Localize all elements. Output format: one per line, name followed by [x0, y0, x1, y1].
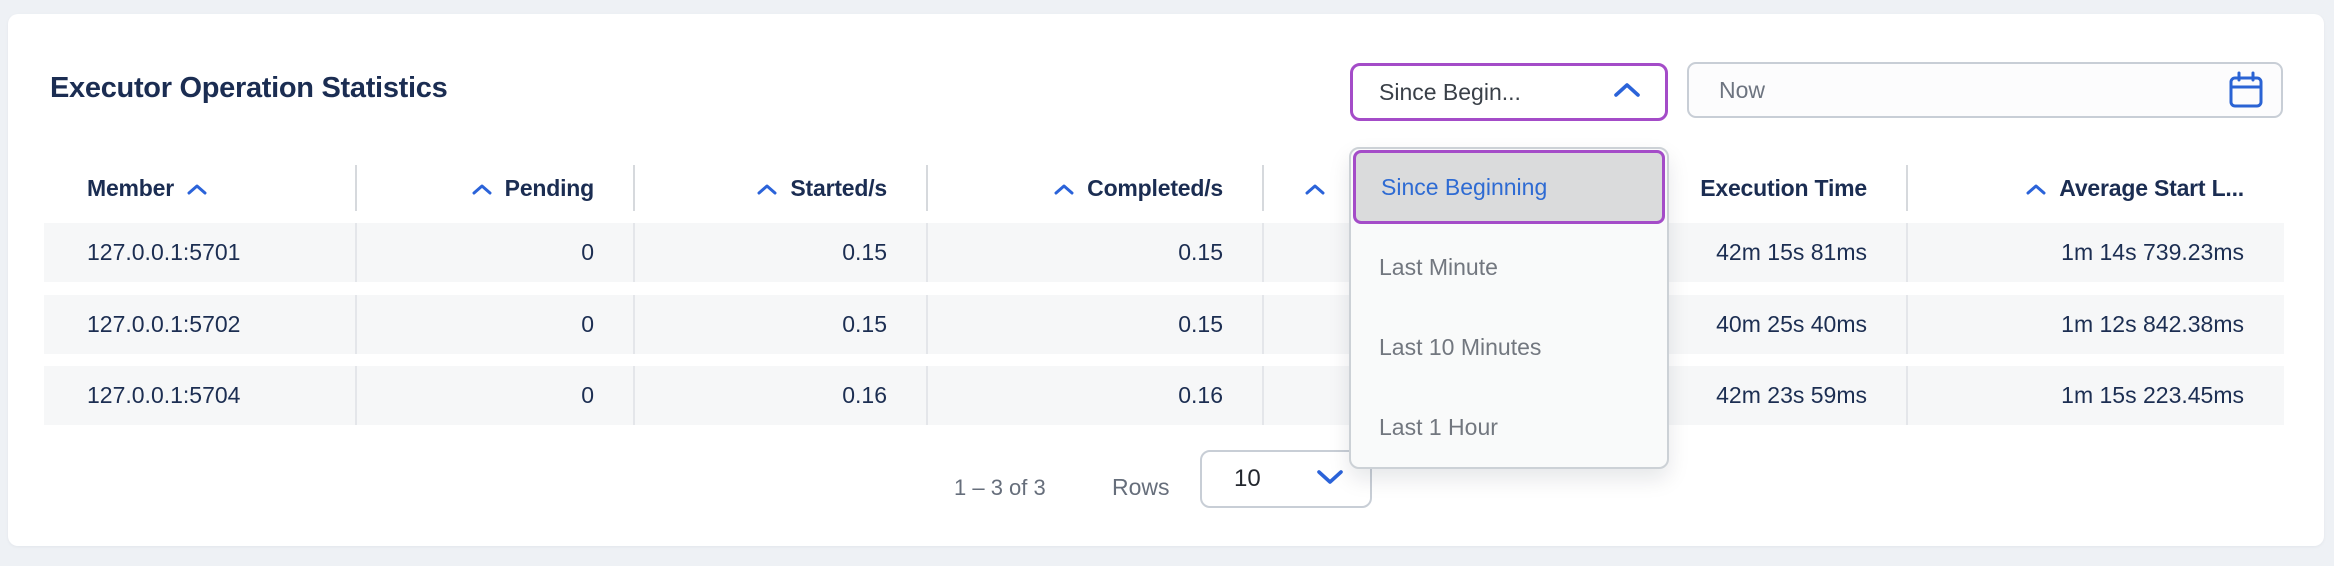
cell-completed: 0.16 [926, 366, 1263, 425]
menu-item-last-minute[interactable]: Last Minute [1379, 253, 1498, 280]
calendar-icon[interactable] [2227, 70, 2265, 117]
sort-asc-icon [1053, 175, 1075, 202]
cell-completed: 0.15 [926, 223, 1263, 282]
sort-asc-icon [1304, 175, 1326, 202]
cell-started: 0.15 [633, 295, 927, 354]
column-label: Started/s [790, 174, 887, 201]
table-row: 127.0.0.1:5704 0 0.16 0.16 42m 23s 59ms … [44, 366, 2284, 425]
cell-average-start-latency: 1m 14s 739.23ms [1906, 223, 2284, 282]
cell-hidden [1262, 223, 1645, 282]
sort-asc-icon [186, 175, 208, 202]
time-range-select-value: Since Begin... [1379, 78, 1521, 105]
chevron-up-icon [1613, 82, 1641, 103]
pagination-range: 1 – 3 of 3 [954, 475, 1046, 500]
menu-item-last-10-minutes[interactable]: Last 10 Minutes [1379, 333, 1542, 360]
time-range-end-field [1687, 62, 2283, 118]
column-header-completed[interactable]: Completed/s [926, 160, 1263, 216]
cell-execution-time: 40m 25s 40ms [1644, 295, 1907, 354]
cell-execution-time: 42m 15s 81ms [1644, 223, 1907, 282]
cell-member: 127.0.0.1:5702 [87, 311, 241, 337]
column-header-average-start-latency[interactable]: Average Start L... [1906, 160, 2284, 216]
column-label: Completed/s [1087, 174, 1223, 201]
column-header-hidden[interactable] [1262, 160, 1645, 216]
cell-hidden [1262, 295, 1645, 354]
executor-statistics-card: Executor Operation Statistics Since Begi… [8, 14, 2324, 546]
rows-per-page-label: Rows [1112, 474, 1170, 500]
cell-pending: 0 [355, 223, 634, 282]
sort-asc-icon [2025, 175, 2047, 202]
rows-per-page-value: 10 [1234, 465, 1261, 492]
cell-average-start-latency: 1m 12s 842.38ms [1906, 295, 2284, 354]
sort-asc-icon [471, 175, 493, 202]
cell-member: 127.0.0.1:5701 [87, 239, 241, 265]
table-header-row: Member Pending Started/s [44, 160, 2284, 216]
column-header-started[interactable]: Started/s [633, 160, 927, 216]
cell-average-start-latency: 1m 15s 223.45ms [1906, 366, 2284, 425]
cell-started: 0.15 [633, 223, 927, 282]
column-label: Member [87, 174, 174, 201]
cell-hidden [1262, 366, 1645, 425]
time-range-menu: Since Beginning Last Minute Last 10 Minu… [1349, 147, 1669, 469]
table-row: 127.0.0.1:5702 0 0.15 0.15 40m 25s 40ms … [44, 295, 2284, 354]
column-label: Execution Time [1700, 174, 1867, 201]
column-header-execution-time[interactable]: Execution Time [1644, 160, 1907, 216]
cell-started: 0.16 [633, 366, 927, 425]
menu-item-last-1-hour[interactable]: Last 1 Hour [1379, 413, 1498, 440]
chevron-down-icon [1316, 469, 1344, 490]
column-label: Pending [504, 174, 595, 201]
column-header-pending[interactable]: Pending [355, 160, 634, 216]
page-title: Executor Operation Statistics [50, 72, 448, 104]
column-header-member[interactable]: Member [44, 160, 356, 216]
cell-member: 127.0.0.1:5704 [87, 382, 241, 408]
menu-item-since-beginning[interactable]: Since Beginning [1353, 150, 1665, 224]
column-label: Average Start L... [2059, 174, 2244, 201]
cell-pending: 0 [355, 295, 634, 354]
cell-execution-time: 42m 23s 59ms [1644, 366, 1907, 425]
time-range-end-input[interactable] [1687, 62, 2283, 118]
rows-per-page-select[interactable]: 10 [1200, 450, 1372, 508]
sort-asc-icon [756, 175, 778, 202]
cell-completed: 0.15 [926, 295, 1263, 354]
time-range-select[interactable]: Since Begin... [1350, 63, 1668, 121]
table-row: 127.0.0.1:5701 0 0.15 0.15 42m 15s 81ms … [44, 223, 2284, 282]
cell-pending: 0 [355, 366, 634, 425]
